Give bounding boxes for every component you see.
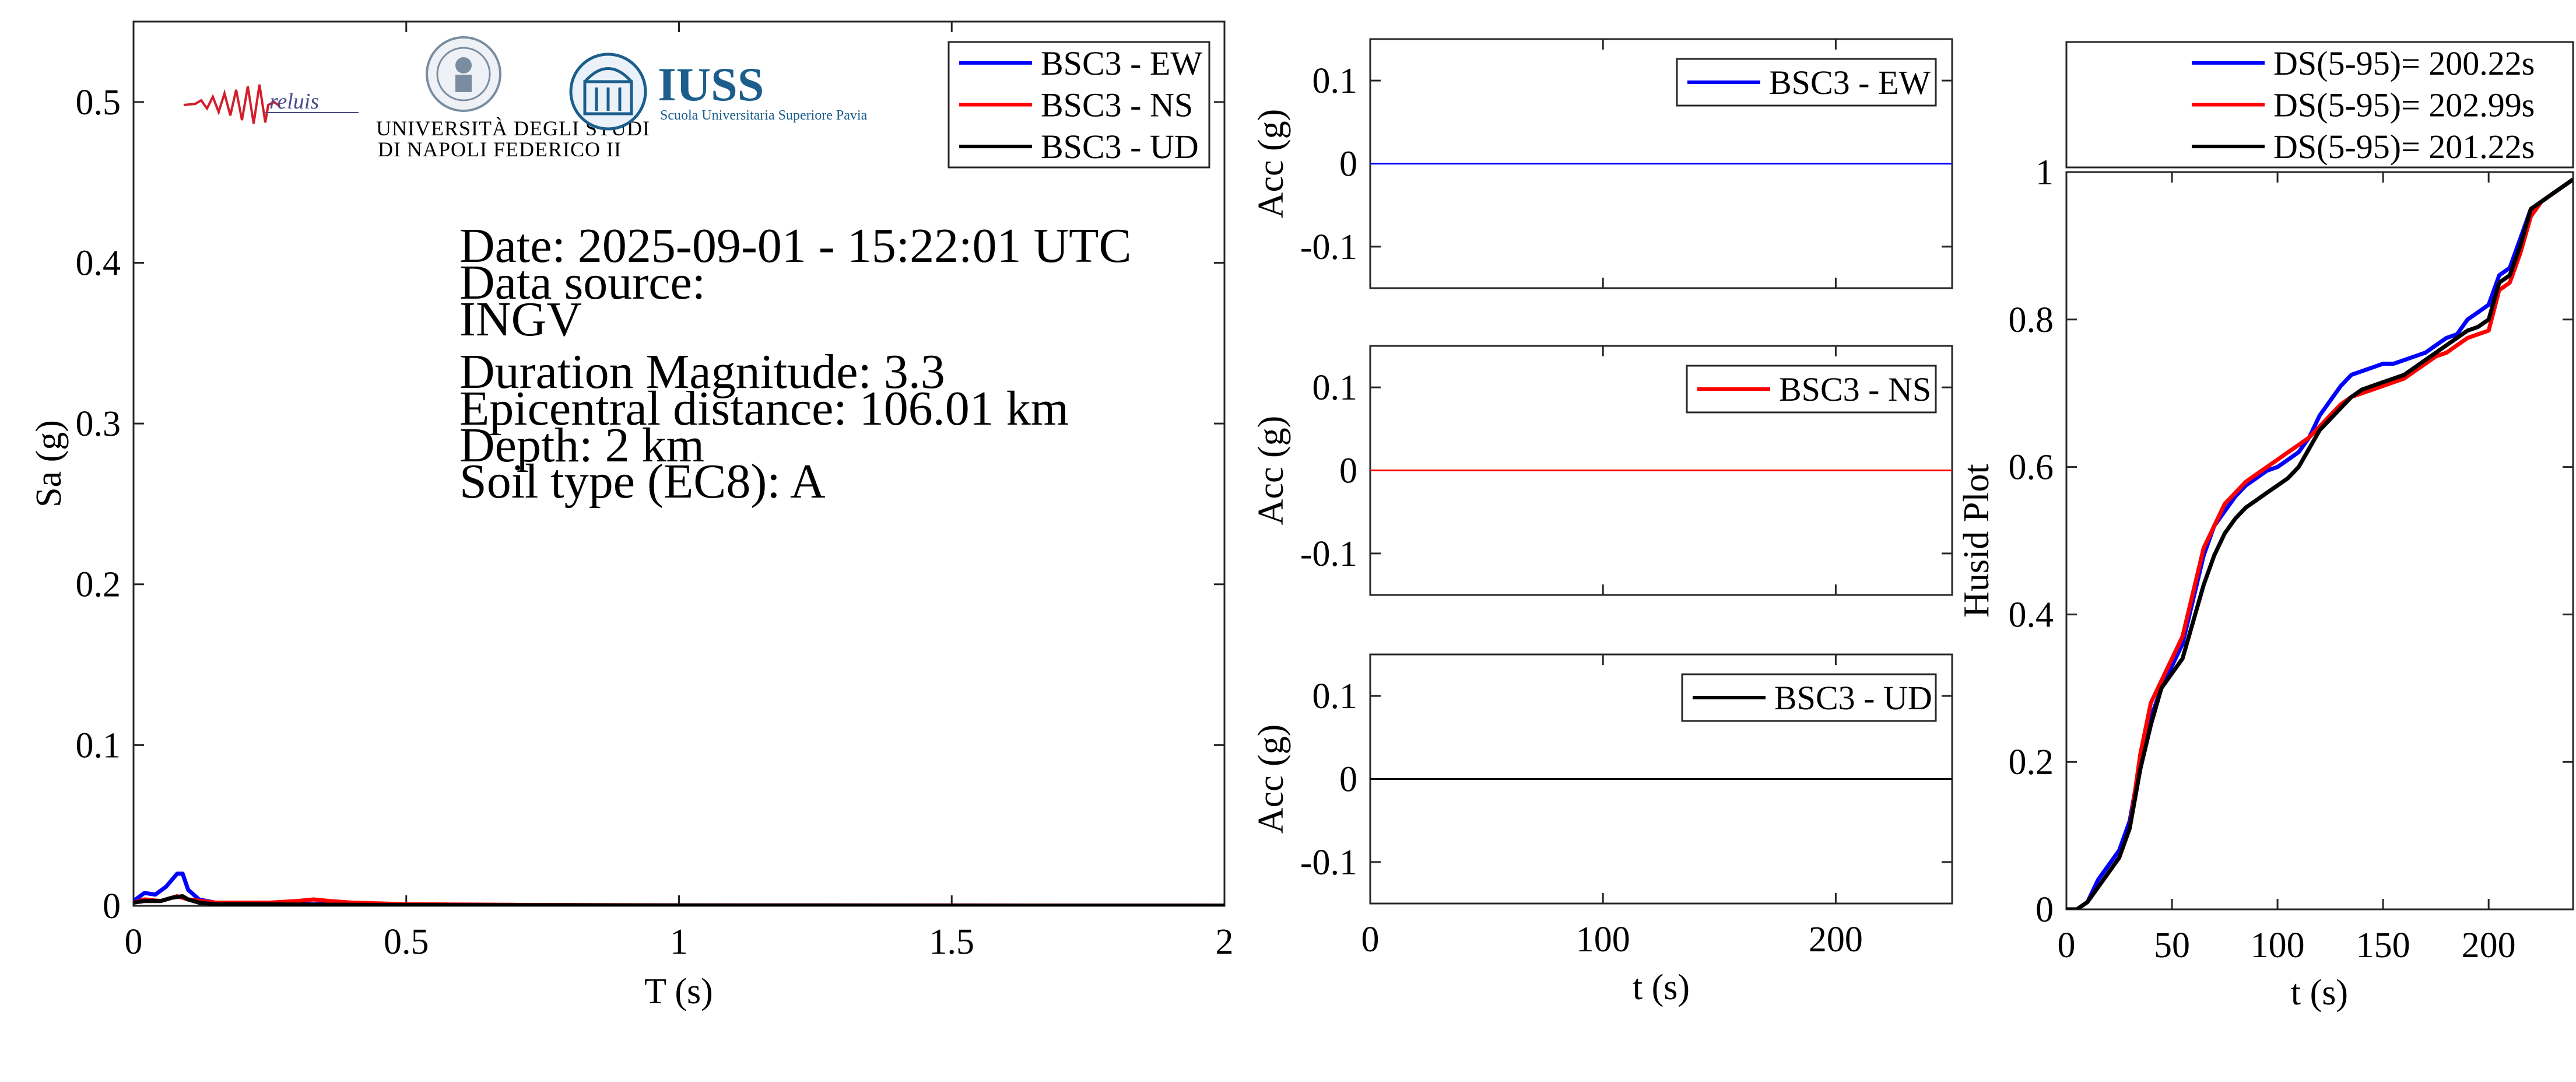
y-tick-label: 0.4 [2009,595,2054,635]
series-line-ud [2066,177,2573,909]
info-magnitude: Duration Magnitude: 3.3 [459,345,945,399]
legend-label: DS(5-95)= 201.22s [2273,128,2535,166]
legend-label: BSC3 - EW [1769,64,1931,101]
x-tick-label: 100 [1576,920,1630,960]
y-tick-label: 0.4 [76,243,121,283]
info-source-label: Data source: [459,255,706,310]
x-axis-label: t (s) [1633,968,1690,1007]
y-tick-label: 1 [2035,153,2054,192]
y-tick-label: -0.1 [1300,534,1357,574]
y-tick-label: 0.8 [2009,300,2054,340]
x-tick-label: 50 [2154,926,2190,965]
legend-label: BSC3 - NS [1779,370,1931,408]
x-tick-label: 150 [2356,926,2410,965]
reluis-logo-text: reluis [269,89,319,114]
acc-ns-plot: -0.1 0 0.1 Acc (g) BSC3 - NS [1251,346,1952,595]
info-soil: Soil type (EC8): A [459,454,826,509]
legend-label: BSC3 - UD [1041,128,1199,166]
x-tick-label: 0 [2058,926,2076,965]
x-tick-label: 200 [1809,920,1863,960]
y-tick-label: 0.1 [76,726,121,765]
x-axis-label: t (s) [2291,973,2348,1013]
iuss-logo-subtitle: Scuola Universitaria Superiore Pavia [660,108,868,123]
spectrum-plot-frame [132,20,1226,907]
y-tick-label: 0 [103,887,121,926]
y-tick-label: 0.6 [2009,448,2054,488]
y-tick-label: 0.2 [2009,743,2054,782]
x-tick-label: 100 [2251,926,2305,965]
y-tick-label: -0.1 [1300,227,1357,267]
legend-label: BSC3 - EW [1041,44,1202,82]
y-axis-label: Acc (g) [1251,724,1291,834]
x-axis-label: T (s) [644,972,713,1011]
legend-label: BSC3 - UD [1774,679,1932,717]
info-distance: Epicentral distance: 106.01 km [459,381,1069,436]
info-source: INGV [459,292,582,346]
event-info: Date: 2025-09-01 - 15:22:01 UTC Data sou… [459,219,1132,509]
spectrum-plot: 0 0.1 0.2 0.3 0.4 0.5 0 0.5 1 1.5 2 Sa (g) T (s) BSC3… [29,22,1234,1011]
acc-ew-plot: -0.1 0 0.1 Acc (g) BSC3 - EW [1251,39,1952,288]
x-tick-label: 0 [1361,920,1380,960]
y-tick-label: 0.1 [1312,61,1358,101]
x-tick-label: 0 [125,922,143,962]
legend-box [2065,41,2574,169]
series-line-ud [134,894,1224,906]
x-tick-label: 2 [1216,922,1234,962]
y-axis-label: Acc (g) [1251,109,1291,219]
reluis-waveform-icon [183,84,281,124]
reluis-logo: reluis [183,84,359,124]
husid-plot: 0 0.2 0.4 0.6 0.8 1 0 50 100 150 200 Husid Plot t (s… [1957,41,2574,1013]
series-line-ns [2066,177,2573,909]
y-tick-label: 0 [1339,451,1357,491]
y-tick-label: 0.5 [76,83,121,122]
y-tick-label: 0.2 [76,565,121,605]
legend-label: BSC3 - NS [1041,86,1193,124]
info-date: Date: 2025-09-01 - 15:22:01 UTC [459,219,1132,273]
y-tick-label: 0.1 [1312,368,1358,408]
y-tick-label: 0 [2035,890,2054,930]
y-tick-label: 0.1 [1312,677,1358,716]
y-tick-label: 0.3 [76,404,121,444]
y-tick-label: 0 [1339,145,1357,184]
legend-label: DS(5-95)= 200.22s [2273,44,2535,82]
unina-logo-line2: DI NAPOLI FEDERICO II [378,138,622,161]
x-tick-label: 1.5 [929,922,975,962]
x-tick-label: 1 [670,922,688,962]
x-tick-label: 200 [2462,926,2516,965]
y-axis-label: Sa (g) [29,420,69,507]
y-tick-label: -0.1 [1300,843,1357,883]
husid-plot-frame [2065,171,2574,911]
y-axis-label: Husid Plot [1957,464,1996,618]
iuss-logo: IUSS Scuola Universitaria Superiore Pavi… [569,52,868,131]
x-tick-label: 0.5 [384,922,429,962]
legend-label: DS(5-95)= 202.99s [2273,86,2535,124]
y-tick-label: 0 [1339,760,1357,800]
y-axis-label: Acc (g) [1251,416,1291,526]
iuss-logo-text: IUSS [658,58,764,111]
info-depth: Depth: 2 km [459,418,704,472]
